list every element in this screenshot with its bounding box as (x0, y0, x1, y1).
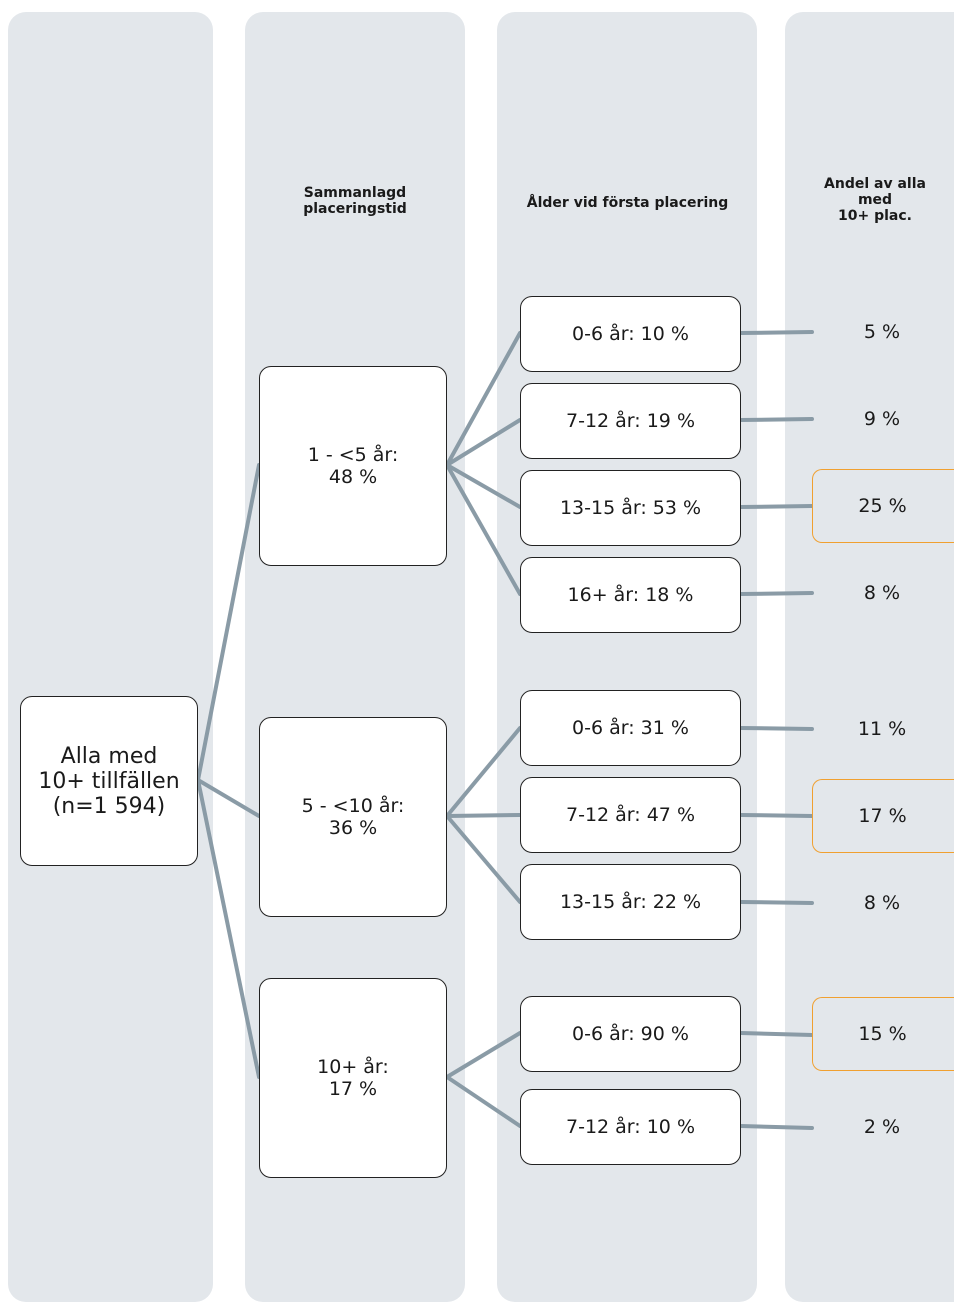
group-label-3: 10+ år: 17 % (317, 1056, 389, 1100)
group-label-2: 5 - <10 år: 36 % (301, 795, 405, 839)
column-share (785, 12, 954, 1302)
age-label: 7-12 år: 19 % (566, 410, 695, 432)
share-header: Andel av alla med 10+ plac. (824, 176, 926, 224)
connector-share-9 (739, 1124, 814, 1130)
age-label: 7-12 år: 47 % (566, 804, 695, 826)
connector-share-7 (739, 900, 814, 905)
root-box: Alla med 10+ tillfällen (n=1 594) (20, 696, 198, 866)
connector-root-group-3 (196, 778, 261, 1079)
group-label-1: 1 - <5 år: 48 % (307, 444, 399, 488)
connector-g1-a2 (445, 418, 522, 467)
age-box-g1-4: 16+ år: 18 % (520, 557, 741, 633)
age-box-g2-2: 7-12 år: 47 % (520, 777, 741, 853)
share-value-8: 15 % (812, 997, 954, 1071)
age-label: 13-15 år: 22 % (559, 891, 702, 913)
age-label: 16+ år: 18 % (567, 584, 694, 606)
connector-share-6 (739, 813, 814, 818)
share-value-1: 5 % (863, 321, 901, 343)
column-root (8, 12, 213, 1302)
connector-root-group-1 (196, 463, 261, 782)
connector-root-group-2 (196, 778, 261, 818)
share-value-3: 25 % (812, 469, 954, 543)
age-box-g1-1: 0-6 år: 10 % (520, 296, 741, 372)
age-header: Ålder vid första placering (526, 195, 729, 211)
group-box-2: 5 - <10 år: 36 % (259, 717, 447, 917)
age-label: 13-15 år: 53 % (559, 497, 702, 519)
column-age (497, 12, 757, 1302)
age-label: 0-6 år: 31 % (572, 717, 689, 739)
group-box-3: 10+ år: 17 % (259, 978, 447, 1178)
age-box-g3-2: 7-12 år: 10 % (520, 1089, 741, 1165)
connector-g1-a3 (445, 463, 522, 509)
share-value-6: 17 % (812, 779, 954, 853)
connector-share-1 (739, 330, 814, 335)
connector-share-4 (739, 591, 814, 596)
connector-g2-a3 (445, 814, 522, 904)
group-box-1: 1 - <5 år: 48 % (259, 366, 447, 566)
age-label: 0-6 år: 10 % (572, 323, 689, 345)
age-label: 7-12 år: 10 % (566, 1116, 695, 1138)
age-box-g2-1: 0-6 år: 31 % (520, 690, 741, 766)
share-value-5: 11 % (857, 718, 907, 740)
duration-header: Sammanlagd placeringstid (303, 185, 407, 217)
connector-share-5 (739, 726, 814, 731)
share-value-2: 9 % (863, 408, 901, 430)
connector-g2-a2 (445, 813, 522, 818)
connector-share-8 (739, 1031, 814, 1037)
connector-g3-a2 (445, 1075, 522, 1128)
connector-g1-a1 (445, 331, 522, 467)
connector-share-3 (739, 504, 814, 509)
root-label: Alla med 10+ tillfällen (n=1 594) (38, 743, 180, 819)
share-value-9: 2 % (863, 1116, 901, 1138)
connector-g2-a1 (445, 726, 522, 818)
connector-g3-a1 (445, 1031, 522, 1079)
connector-g1-a4 (445, 463, 522, 596)
connector-share-2 (739, 417, 814, 422)
age-box-g2-3: 13-15 år: 22 % (520, 864, 741, 940)
share-value-7: 8 % (863, 892, 901, 914)
age-label: 0-6 år: 90 % (572, 1023, 689, 1045)
age-box-g1-3: 13-15 år: 53 % (520, 470, 741, 546)
age-box-g3-1: 0-6 år: 90 % (520, 996, 741, 1072)
age-box-g1-2: 7-12 år: 19 % (520, 383, 741, 459)
share-value-4: 8 % (863, 582, 901, 604)
